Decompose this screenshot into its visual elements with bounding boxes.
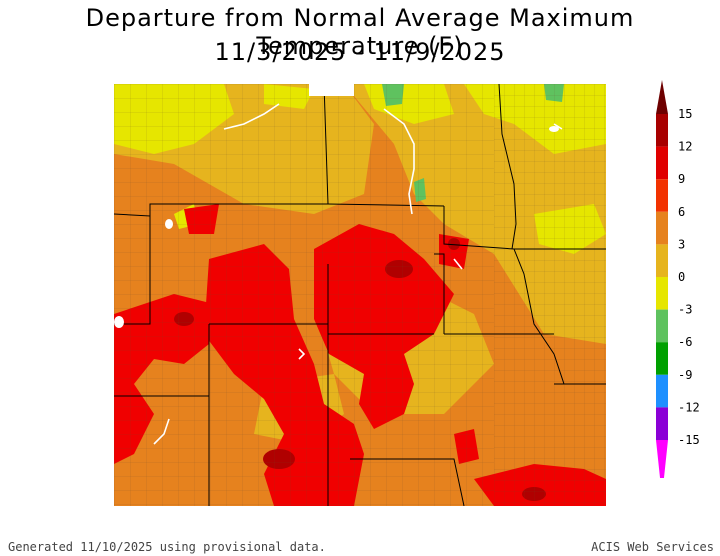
state-boundaries — [114, 84, 606, 506]
legend-tick-label: -9 — [678, 368, 692, 382]
date-range: 11/3/2025 - 11/9/2025 — [214, 38, 506, 66]
legend-tick-label: 15 — [678, 107, 692, 121]
legend-band — [656, 211, 668, 245]
legend-band — [656, 244, 668, 277]
legend-tick-label: 6 — [678, 205, 685, 219]
legend-tick-label: 12 — [678, 140, 692, 154]
legend-band — [656, 277, 668, 310]
water-features — [153, 103, 563, 445]
legend-band — [656, 374, 668, 408]
legend-band — [656, 309, 668, 343]
legend-top-arrow — [656, 80, 668, 114]
temperature-anomaly-map — [114, 84, 606, 506]
legend-tick-label: -12 — [678, 400, 700, 414]
legend-tick-label: -15 — [678, 433, 700, 447]
legend-tick-label: -3 — [678, 303, 692, 317]
legend-tick-label: -6 — [678, 335, 692, 349]
legend-tick-label: 3 — [678, 237, 685, 251]
legend-band — [656, 342, 668, 375]
legend-tick-label: 9 — [678, 172, 685, 186]
lakes — [114, 84, 559, 328]
generated-note: Generated 11/10/2025 using provisional d… — [8, 540, 326, 554]
county-boundaries-east — [494, 84, 606, 506]
legend-bottom-arrow — [656, 440, 668, 478]
legend-band — [656, 146, 668, 180]
legend-tick-label: 0 — [678, 270, 685, 284]
credit-label: ACIS Web Services — [591, 540, 714, 554]
legend-band — [656, 114, 668, 147]
county-boundaries — [114, 84, 494, 506]
color-legend: 15 12 9 6 3 0 -3 -6 -9 -12 -15 — [656, 80, 700, 478]
legend-band — [656, 179, 668, 212]
map-title: Departure from Normal Average Maximum Te… — [85, 4, 635, 60]
legend-band — [656, 407, 668, 440]
